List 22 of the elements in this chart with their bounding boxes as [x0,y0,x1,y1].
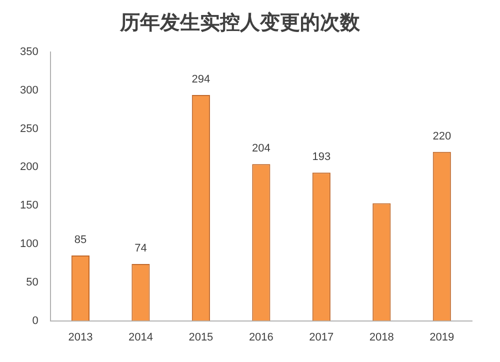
y-tick-label: 250 [20,122,38,135]
data-label: 220 [432,130,452,142]
data-label: 193 [312,151,331,164]
x-tick-label: 2013 [68,331,93,344]
x-tick-label: 2015 [188,331,214,344]
data-label: 74 [134,242,147,254]
y-tick-label: 150 [20,200,38,212]
data-label: 294 [192,74,210,86]
y-tick-label: 200 [20,161,38,174]
x-tick-label: 2014 [128,331,153,344]
y-tick-label: 350 [20,46,38,58]
y-tick-label: 300 [20,84,38,96]
y-tick-label: 50 [26,276,38,288]
x-tick-label: 2018 [369,331,394,344]
chart-title: 历年发生实控人变更的次数 [119,10,361,34]
x-tick-label: 2016 [248,331,274,344]
data-label: 85 [74,234,87,246]
data-label: 204 [252,142,270,155]
x-tick-label: 2019 [430,331,454,344]
y-tick-label: 0 [32,314,38,327]
x-tick-label: 2017 [309,331,334,344]
y-tick-label: 100 [20,238,38,250]
